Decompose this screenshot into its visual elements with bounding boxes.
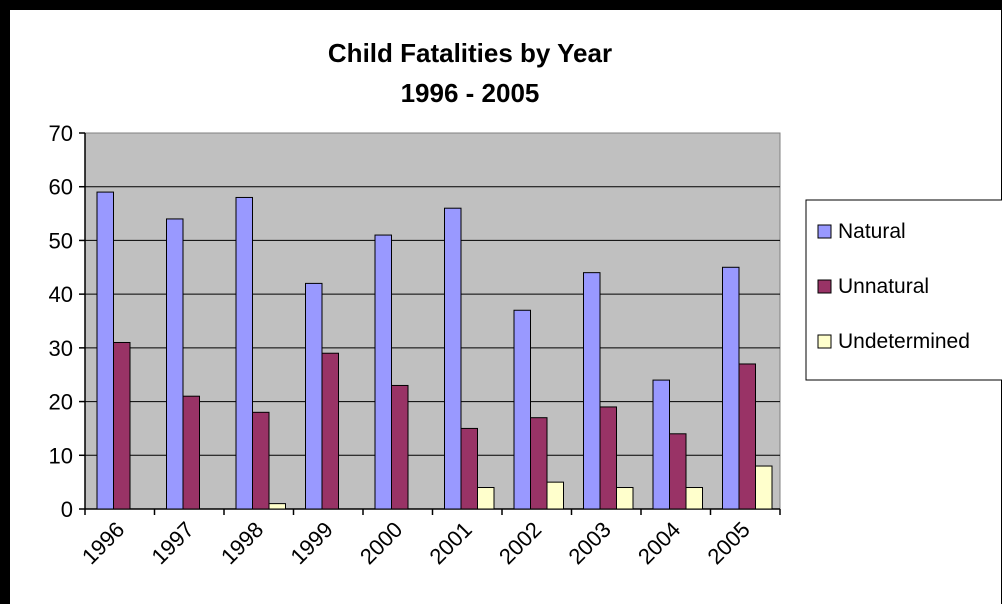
x-tick-label: 2005	[702, 517, 754, 569]
y-tick-label: 10	[49, 443, 73, 468]
legend-label-undetermined: Undetermined	[838, 330, 970, 353]
x-tick-label: 2001	[424, 517, 476, 569]
bar-natural-2000	[375, 235, 392, 509]
y-tick-label: 60	[49, 175, 73, 200]
y-tick-label: 50	[49, 228, 73, 253]
x-tick-label: 2003	[563, 517, 615, 569]
bar-natural-1996	[97, 192, 114, 509]
bar-natural-1999	[306, 283, 323, 509]
bar-natural-2002	[514, 310, 531, 509]
x-tick-label: 2002	[494, 517, 546, 569]
bar-undetermined-1998	[269, 504, 286, 509]
bar-unnatural-1997	[183, 396, 200, 509]
x-tick-label: 2004	[633, 517, 685, 569]
bar-natural-2003	[584, 273, 601, 509]
y-tick-label: 30	[49, 336, 73, 361]
bar-natural-1998	[236, 197, 253, 509]
x-tick-label: 1999	[285, 517, 337, 569]
x-tick-label: 1998	[216, 517, 268, 569]
legend-swatch-unnatural	[818, 280, 831, 293]
y-tick-label: 40	[49, 282, 73, 307]
bar-natural-2001	[445, 208, 462, 509]
bar-undetermined-2001	[478, 488, 495, 509]
legend-swatch-undetermined	[818, 335, 831, 348]
y-tick-label: 70	[49, 121, 73, 146]
bar-unnatural-1998	[253, 412, 270, 509]
y-tick-label: 0	[61, 497, 73, 522]
bar-unnatural-1996	[114, 342, 131, 509]
bar-undetermined-2004	[686, 488, 703, 509]
bar-undetermined-2002	[547, 482, 564, 509]
bar-unnatural-1999	[322, 353, 339, 509]
bar-unnatural-2003	[600, 407, 617, 509]
bar-unnatural-2001	[461, 428, 478, 509]
legend-label-natural: Natural	[838, 220, 906, 243]
bar-natural-1997	[167, 219, 184, 509]
x-tick-label: 2000	[355, 517, 407, 569]
bar-natural-2004	[653, 380, 670, 509]
bar-undetermined-2005	[756, 466, 773, 509]
legend-swatch-natural	[818, 225, 831, 238]
legend-label-unnatural: Unnatural	[838, 275, 929, 298]
bar-unnatural-2002	[531, 418, 548, 509]
bar-unnatural-2004	[670, 434, 687, 509]
bar-natural-2005	[723, 267, 740, 509]
bar-undetermined-2003	[617, 488, 634, 509]
bar-unnatural-2005	[739, 364, 756, 509]
x-tick-label: 1997	[146, 517, 198, 569]
y-tick-label: 20	[49, 390, 73, 415]
bar-unnatural-2000	[392, 385, 409, 509]
x-tick-label: 1996	[77, 517, 129, 569]
